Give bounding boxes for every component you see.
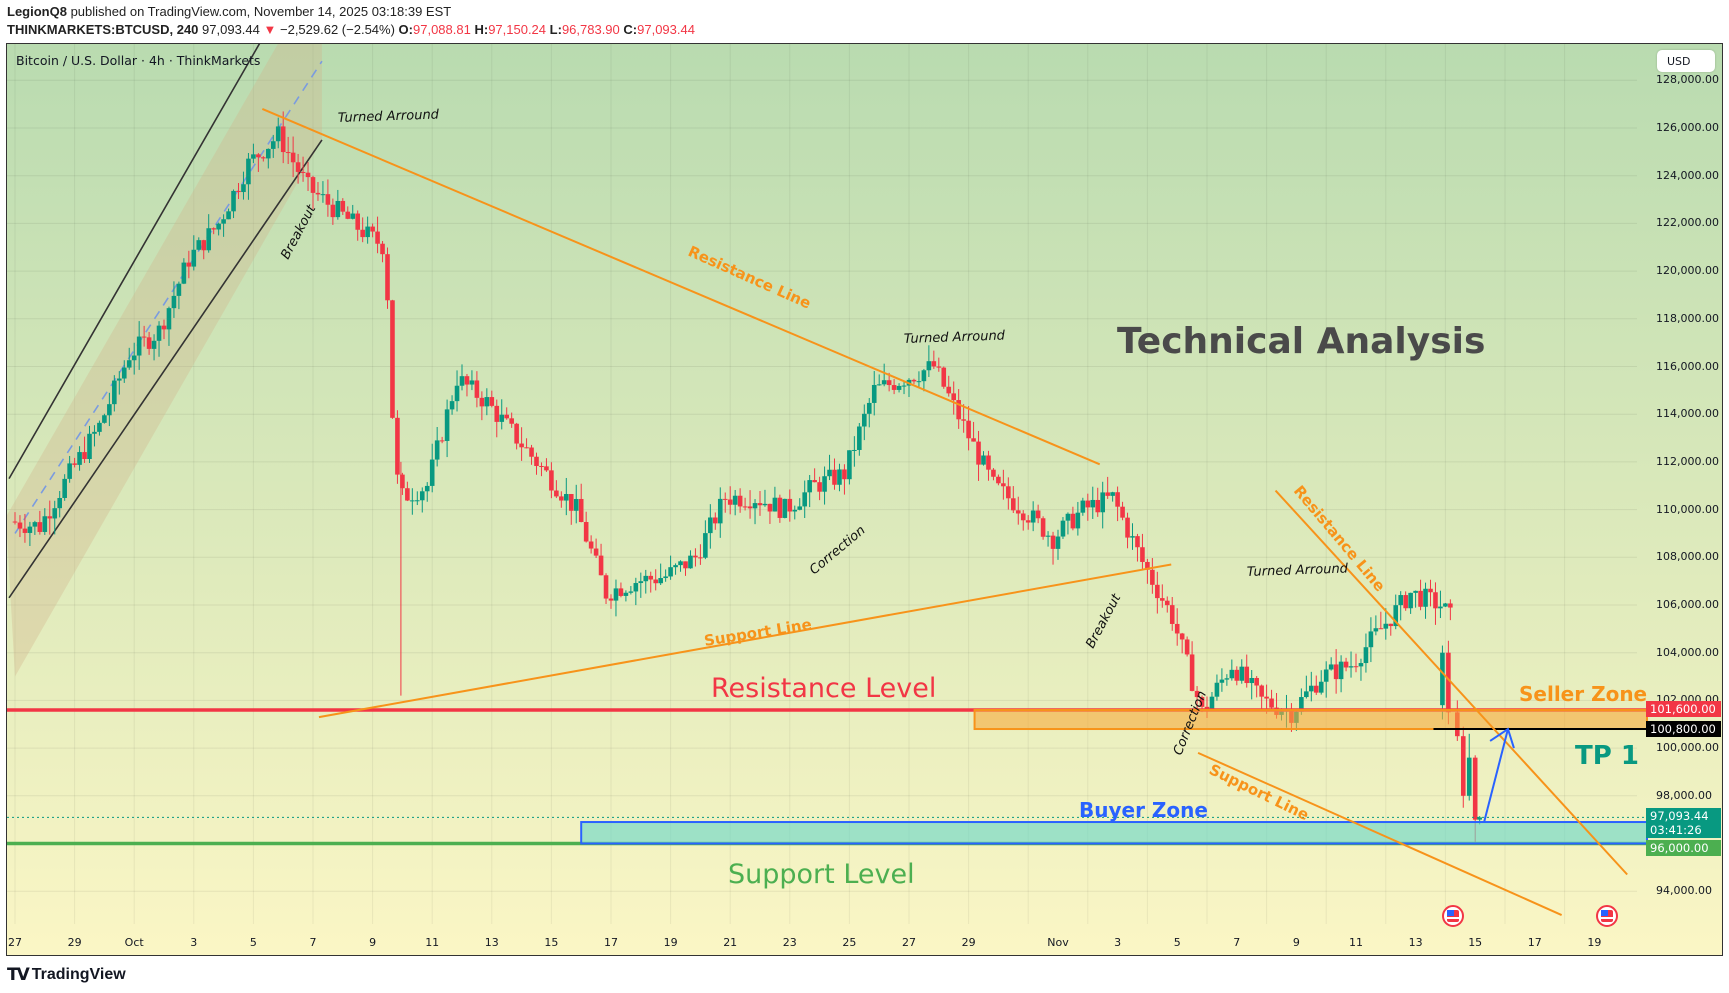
time-axis-label: 7 xyxy=(1233,936,1241,949)
price-axis-label: 118,000.00 xyxy=(1656,311,1719,325)
price-change: −2,529.62 (−2.54%) xyxy=(280,22,395,37)
chart-pane[interactable]: Technical Analysis Resistance Level Suppor… xyxy=(6,43,1723,956)
time-axis-label: 3 xyxy=(190,936,198,949)
time-axis-label: 17 xyxy=(1527,936,1542,949)
close-label: C: xyxy=(623,22,638,37)
price-axis-label: 120,000.00 xyxy=(1656,264,1719,278)
price-axis-label: 108,000.00 xyxy=(1656,550,1719,564)
svg-text:Resistance Level: Resistance Level xyxy=(711,673,936,704)
down-arrow-icon: ▼ xyxy=(263,22,277,37)
price-axis-label: 128,000.00 xyxy=(1656,73,1719,87)
published-text: published on TradingView.com, November 1… xyxy=(70,4,452,19)
time-axis-label: Nov xyxy=(1047,936,1069,949)
time-axis-label: 29 xyxy=(67,936,82,949)
chart-canvas[interactable]: Technical Analysis Resistance Level Suppor… xyxy=(7,44,1723,956)
svg-text:Support Level: Support Level xyxy=(728,859,915,890)
us-economic-event-icon[interactable] xyxy=(1596,905,1618,927)
time-axis-label: 11 xyxy=(425,936,440,949)
svg-text:Turned Arround: Turned Arround xyxy=(338,107,440,126)
svg-text:Turned Arround: Turned Arround xyxy=(1247,561,1349,580)
price-axis-label: 94,000.00 xyxy=(1656,884,1712,898)
time-axis-label: Oct xyxy=(124,936,144,949)
svg-text:TP 1: TP 1 xyxy=(1575,741,1639,771)
price-axis-label: 114,000.00 xyxy=(1656,407,1719,421)
us-economic-event-icon[interactable] xyxy=(1442,905,1464,927)
chart-legend-title: Bitcoin / U.S. Dollar · 4h · ThinkMarket… xyxy=(16,53,261,68)
time-axis-label: 23 xyxy=(782,936,797,949)
price-axis-label: 116,000.00 xyxy=(1656,359,1719,373)
time-axis-label: 7 xyxy=(309,936,317,949)
symbol-info: THINKMARKETS:BTCUSD, 240 97,093.44 ▼ −2,… xyxy=(7,22,695,37)
price-axis-label: 126,000.00 xyxy=(1656,121,1719,134)
time-axis-label: 11 xyxy=(1349,936,1363,949)
tradingview-logo[interactable]: 𝗧𝗩 TradingView xyxy=(7,965,126,985)
close-value: 97,093.44 xyxy=(637,22,695,37)
time-axis-label: 5 xyxy=(1173,936,1181,949)
tv-logo-icon: 𝗧𝗩 xyxy=(7,965,30,984)
price-tag: 97,093.44 03:41:26 xyxy=(1646,808,1721,839)
low-label: L: xyxy=(549,22,562,37)
price-tag: 100,800.00 xyxy=(1646,721,1721,738)
price-axis-label: 122,000.00 xyxy=(1656,216,1719,230)
price-tag: 96,000.00 xyxy=(1646,839,1721,856)
currency-button[interactable]: USD xyxy=(1657,50,1715,72)
open-label: O: xyxy=(398,22,413,37)
author-name[interactable]: LegionQ8 xyxy=(7,4,67,19)
tv-brand-text: TradingView xyxy=(31,966,126,983)
time-axis-label: 17 xyxy=(604,936,618,949)
last-price: 97,093.44 xyxy=(202,22,260,37)
price-axis-label: 100,000.00 xyxy=(1656,741,1719,755)
time-axis-label: 15 xyxy=(1468,936,1483,949)
title-annotation: Technical Analysis xyxy=(1117,321,1485,362)
time-axis-label: 13 xyxy=(484,936,499,949)
time-axis-label: 27 xyxy=(902,936,916,949)
price-axis-label: 104,000.00 xyxy=(1656,645,1719,659)
time-axis-label: 15 xyxy=(544,936,559,949)
publish-info: LegionQ8 published on TradingView.com, N… xyxy=(7,4,451,19)
time-axis-label: 19 xyxy=(1587,936,1602,949)
svg-text:Buyer Zone: Buyer Zone xyxy=(1079,798,1208,822)
time-axis-label: 5 xyxy=(249,936,257,949)
time-axis-label: 25 xyxy=(842,936,857,949)
high-value: 97,150.24 xyxy=(488,22,547,37)
time-axis-label: 29 xyxy=(961,936,976,949)
price-axis-label: 112,000.00 xyxy=(1656,454,1719,468)
symbol: THINKMARKETS:BTCUSD, 240 xyxy=(7,22,199,37)
price-axis-label: 106,000.00 xyxy=(1656,598,1719,611)
time-axis-label: 19 xyxy=(663,936,678,949)
time-axis-label: 9 xyxy=(1292,936,1300,949)
price-tag: 101,600.00 xyxy=(1646,700,1721,717)
svg-text:Seller Zone: Seller Zone xyxy=(1519,682,1647,706)
low-value: 96,783.90 xyxy=(561,22,620,37)
time-axis-label: 21 xyxy=(723,936,738,949)
svg-text:Turned Arround: Turned Arround xyxy=(904,328,1006,347)
time-axis-label: 13 xyxy=(1408,936,1423,949)
countdown-timer: 03:41:26 xyxy=(1650,823,1702,838)
time-axis-label: 3 xyxy=(1114,936,1122,949)
price-axis-label: 110,000.00 xyxy=(1656,502,1719,516)
high-label: H: xyxy=(474,22,489,37)
price-axis-label: 98,000.00 xyxy=(1656,788,1712,802)
price-axis-label: 124,000.00 xyxy=(1656,168,1719,182)
time-axis-label: 27 xyxy=(8,936,22,949)
open-value: 97,088.81 xyxy=(413,22,471,37)
time-axis-label: 9 xyxy=(369,936,377,949)
